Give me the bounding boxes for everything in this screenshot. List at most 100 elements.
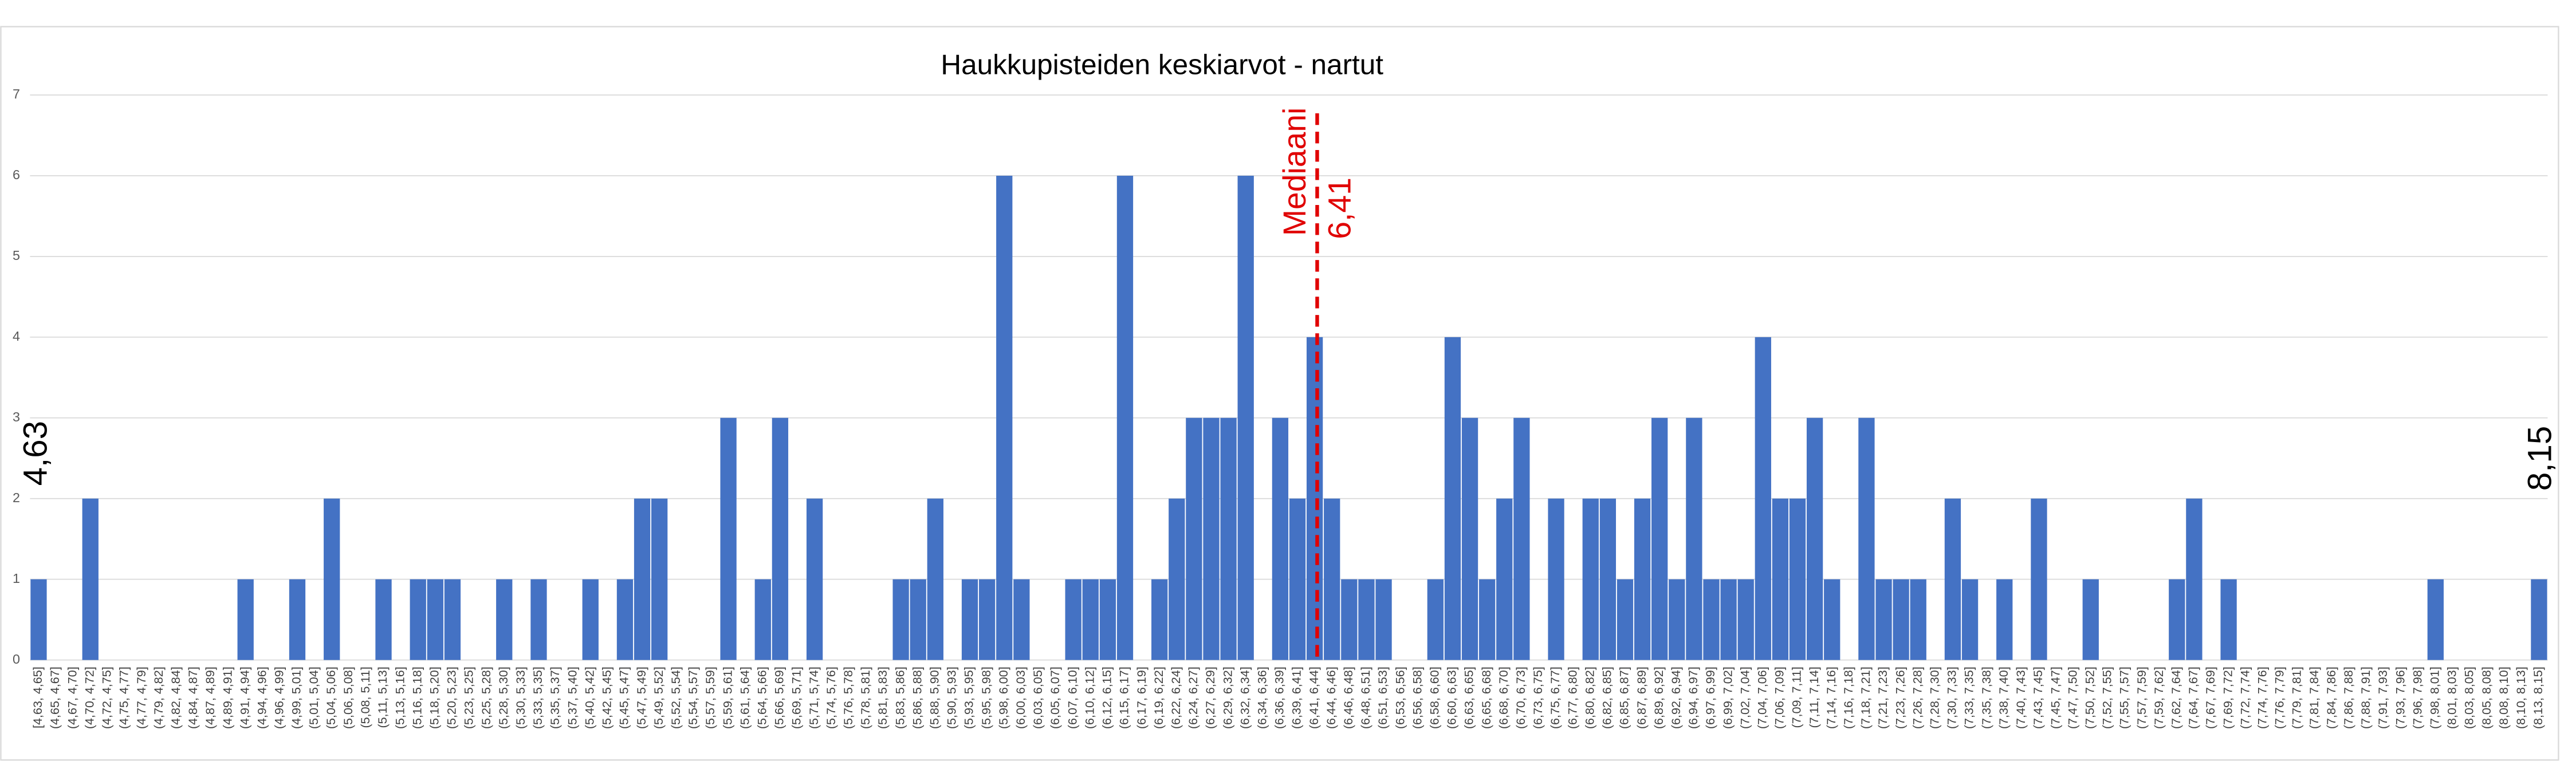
y-tick-label: 3 <box>13 409 20 424</box>
x-tick-label: (5,81, 5,83] <box>876 667 890 729</box>
bar <box>1996 579 2013 660</box>
x-tick-label: (7,52, 7,55] <box>2101 667 2114 729</box>
x-tick-label: (5,88, 5,90] <box>928 667 942 729</box>
x-tick-label: (6,22, 6,24] <box>1169 667 1183 729</box>
x-tick-label: (6,17, 6,19] <box>1135 667 1149 729</box>
bar <box>1858 417 1875 660</box>
bar <box>720 417 737 660</box>
bar <box>1341 579 1358 660</box>
x-tick-label: (6,82, 6,85] <box>1600 667 1614 729</box>
x-tick-label: (7,67, 7,69] <box>2204 667 2217 729</box>
x-tick-label: (6,73, 6,75] <box>1531 667 1545 729</box>
x-tick-label: (4,65, 4,67] <box>48 667 62 729</box>
x-tick-label: (7,09, 7,11] <box>1790 667 1804 728</box>
x-tick-label: (6,89, 6,92] <box>1652 667 1666 729</box>
x-tick-label: (7,76, 7,79] <box>2273 667 2287 729</box>
bar <box>1169 498 1185 660</box>
min-label: 4,63 <box>17 421 54 486</box>
x-tick-label: (6,77, 6,80] <box>1566 667 1579 729</box>
bar <box>410 579 426 660</box>
bar <box>1013 579 1030 660</box>
bar <box>1548 498 1564 660</box>
x-tick-label: (7,47, 7,50] <box>2066 667 2079 729</box>
x-tick-label: (5,13, 5,16] <box>393 667 407 729</box>
x-tick-label: (7,50, 7,52] <box>2083 667 2097 729</box>
x-tick-label: (7,30, 7,33] <box>1945 667 1959 729</box>
x-tick-label: (6,75, 6,77] <box>1548 667 1562 729</box>
x-tick-label: (7,93, 7,96] <box>2393 667 2407 729</box>
bar <box>1686 417 1702 660</box>
bar <box>616 579 634 660</box>
x-tick-label: (5,25, 5,28] <box>479 667 493 729</box>
x-tick-label: (5,01, 5,04] <box>307 667 321 729</box>
x-tick-label: (6,10, 6,12] <box>1083 667 1096 729</box>
x-tick-label: (5,45, 5,47] <box>618 667 631 729</box>
x-tick-label: (6,97, 6,99] <box>1704 667 1717 729</box>
y-tick-label: 4 <box>13 329 20 344</box>
bar <box>1772 498 1789 660</box>
x-tick-label: (6,63, 6,65] <box>1462 667 1476 729</box>
y-tick-label: 0 <box>13 652 20 667</box>
median-label: Mediaani <box>1277 108 1312 236</box>
bar <box>1358 579 1375 660</box>
x-tick-label: (6,51, 6,53] <box>1376 667 1390 729</box>
x-tick-label: (7,96, 7,98] <box>2410 667 2424 729</box>
x-tick-label: (4,99, 5,01] <box>290 667 304 729</box>
x-tick-label: (5,08, 5,11] <box>359 667 372 728</box>
bar <box>2082 579 2099 660</box>
x-tick-label: (6,99, 7,02] <box>1721 667 1735 729</box>
x-tick-label: (4,82, 4,84] <box>169 667 183 729</box>
x-tick-label: (7,06, 7,09] <box>1773 667 1787 729</box>
bar <box>2531 579 2547 660</box>
bar <box>1272 417 1289 660</box>
bar <box>1375 579 1392 660</box>
y-tick-label: 2 <box>13 490 20 505</box>
x-tick-label: (6,32, 6,34] <box>1238 667 1252 729</box>
x-tick-label: (6,48, 6,51] <box>1359 667 1372 729</box>
bar <box>2169 579 2185 660</box>
x-tick-label: (5,74, 5,76] <box>824 667 838 729</box>
bar <box>961 579 978 660</box>
x-tick-label: (4,75, 4,77] <box>117 667 131 729</box>
bar <box>1444 337 1461 660</box>
x-tick-label: (7,02, 7,04] <box>1738 667 1752 729</box>
bar <box>651 498 668 660</box>
x-tick-label: (7,98, 8,01] <box>2428 667 2442 729</box>
x-tick-label: (7,57, 7,59] <box>2135 667 2149 729</box>
bar <box>237 579 254 660</box>
bar <box>1961 579 1979 660</box>
x-tick-label: (7,55, 7,57] <box>2118 667 2131 729</box>
bar <box>1599 498 1617 660</box>
x-tick-label: (6,46, 6,48] <box>1342 667 1355 729</box>
x-tick-label: (5,83, 5,86] <box>893 667 907 729</box>
x-tick-label: (6,87, 6,89] <box>1635 667 1649 729</box>
bar <box>496 579 513 660</box>
x-tick-label: [4,63, 4,65] <box>31 667 45 728</box>
x-tick-label: (6,70, 6,73] <box>1514 667 1528 729</box>
bar <box>806 498 823 660</box>
x-tick-label: (4,96, 4,99] <box>273 667 286 729</box>
bar <box>772 417 789 660</box>
x-tick-label: (4,87, 4,89] <box>203 667 217 729</box>
x-tick-label: (7,21, 7,23] <box>1876 667 1890 729</box>
x-tick-label: (5,11, 5,13] <box>376 667 390 728</box>
x-tick-label: (5,90, 5,93] <box>945 667 959 729</box>
x-tick-label: (6,12, 6,15] <box>1100 667 1114 729</box>
x-tick-label: (5,47, 5,49] <box>635 667 648 729</box>
x-tick-label: (6,85, 6,87] <box>1618 667 1631 729</box>
x-tick-label: (7,33, 7,35] <box>1963 667 1976 729</box>
x-tick-label: (7,45, 7,47] <box>2048 667 2062 729</box>
max-label: 8,15 <box>2521 426 2558 491</box>
x-tick-label: (5,04, 5,06] <box>324 667 338 729</box>
bar <box>634 498 651 660</box>
plot-area: 0 1 2 3 4 5 6 7 [4,63, 4,65] (4,65, 4,67] (4,67, 4… <box>13 86 2548 729</box>
x-tick-label: (7,86, 7,88] <box>2342 667 2355 729</box>
y-tick-label: 1 <box>13 571 20 586</box>
x-tick-label: (6,44, 6,46] <box>1324 667 1338 729</box>
x-tick-label: (6,65, 6,68] <box>1480 667 1493 729</box>
bar <box>1669 579 1685 660</box>
x-tick-label: (7,88, 7,91] <box>2359 667 2373 729</box>
x-tick-label: (4,91, 4,94] <box>238 667 251 729</box>
x-tick-label: (7,26, 7,28] <box>1910 667 1924 729</box>
x-tick-label: (6,34, 6,36] <box>1255 667 1269 729</box>
